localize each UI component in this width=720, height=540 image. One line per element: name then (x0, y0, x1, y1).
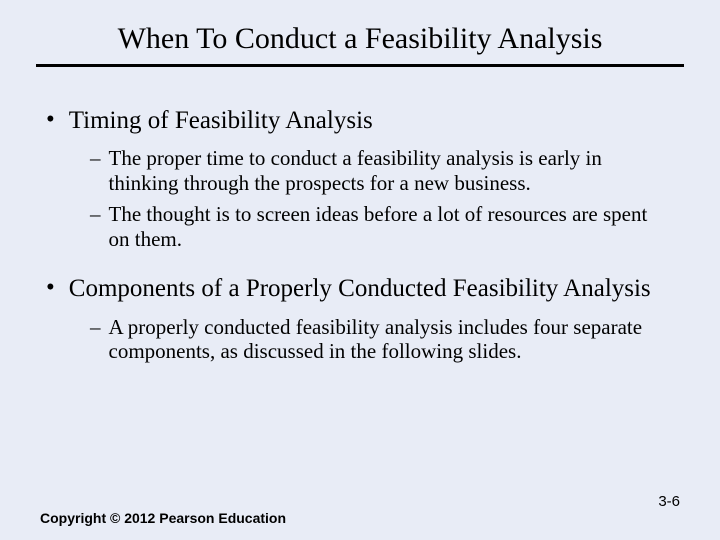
section-timing: • Timing of Feasibility Analysis – The p… (40, 105, 680, 251)
dash-icon: – (90, 202, 101, 252)
slide-title: When To Conduct a Feasibility Analysis (40, 22, 680, 56)
bullet-dot-icon: • (46, 273, 55, 304)
bullet-dot-icon: • (46, 105, 55, 136)
sub-bullet-text: A properly conducted feasibility analysi… (109, 315, 671, 365)
copyright-footer: Copyright © 2012 Pearson Education (40, 510, 286, 526)
page-number: 3-6 (658, 493, 680, 510)
bullet-heading-text: Components of a Properly Conducted Feasi… (69, 273, 651, 304)
slide: When To Conduct a Feasibility Analysis •… (0, 0, 720, 540)
bullet-heading: • Timing of Feasibility Analysis (46, 105, 680, 136)
sub-bullet: – The proper time to conduct a feasibili… (90, 146, 670, 196)
bullet-heading-text: Timing of Feasibility Analysis (69, 105, 373, 136)
sub-bullet: – A properly conducted feasibility analy… (90, 315, 670, 365)
title-underline (36, 64, 684, 67)
bullet-heading: • Components of a Properly Conducted Fea… (46, 273, 680, 304)
sub-bullet-text: The thought is to screen ideas before a … (109, 202, 671, 252)
dash-icon: – (90, 315, 101, 365)
section-components: • Components of a Properly Conducted Fea… (40, 273, 680, 364)
sub-bullet-text: The proper time to conduct a feasibility… (109, 146, 671, 196)
dash-icon: – (90, 146, 101, 196)
sub-bullet: – The thought is to screen ideas before … (90, 202, 670, 252)
